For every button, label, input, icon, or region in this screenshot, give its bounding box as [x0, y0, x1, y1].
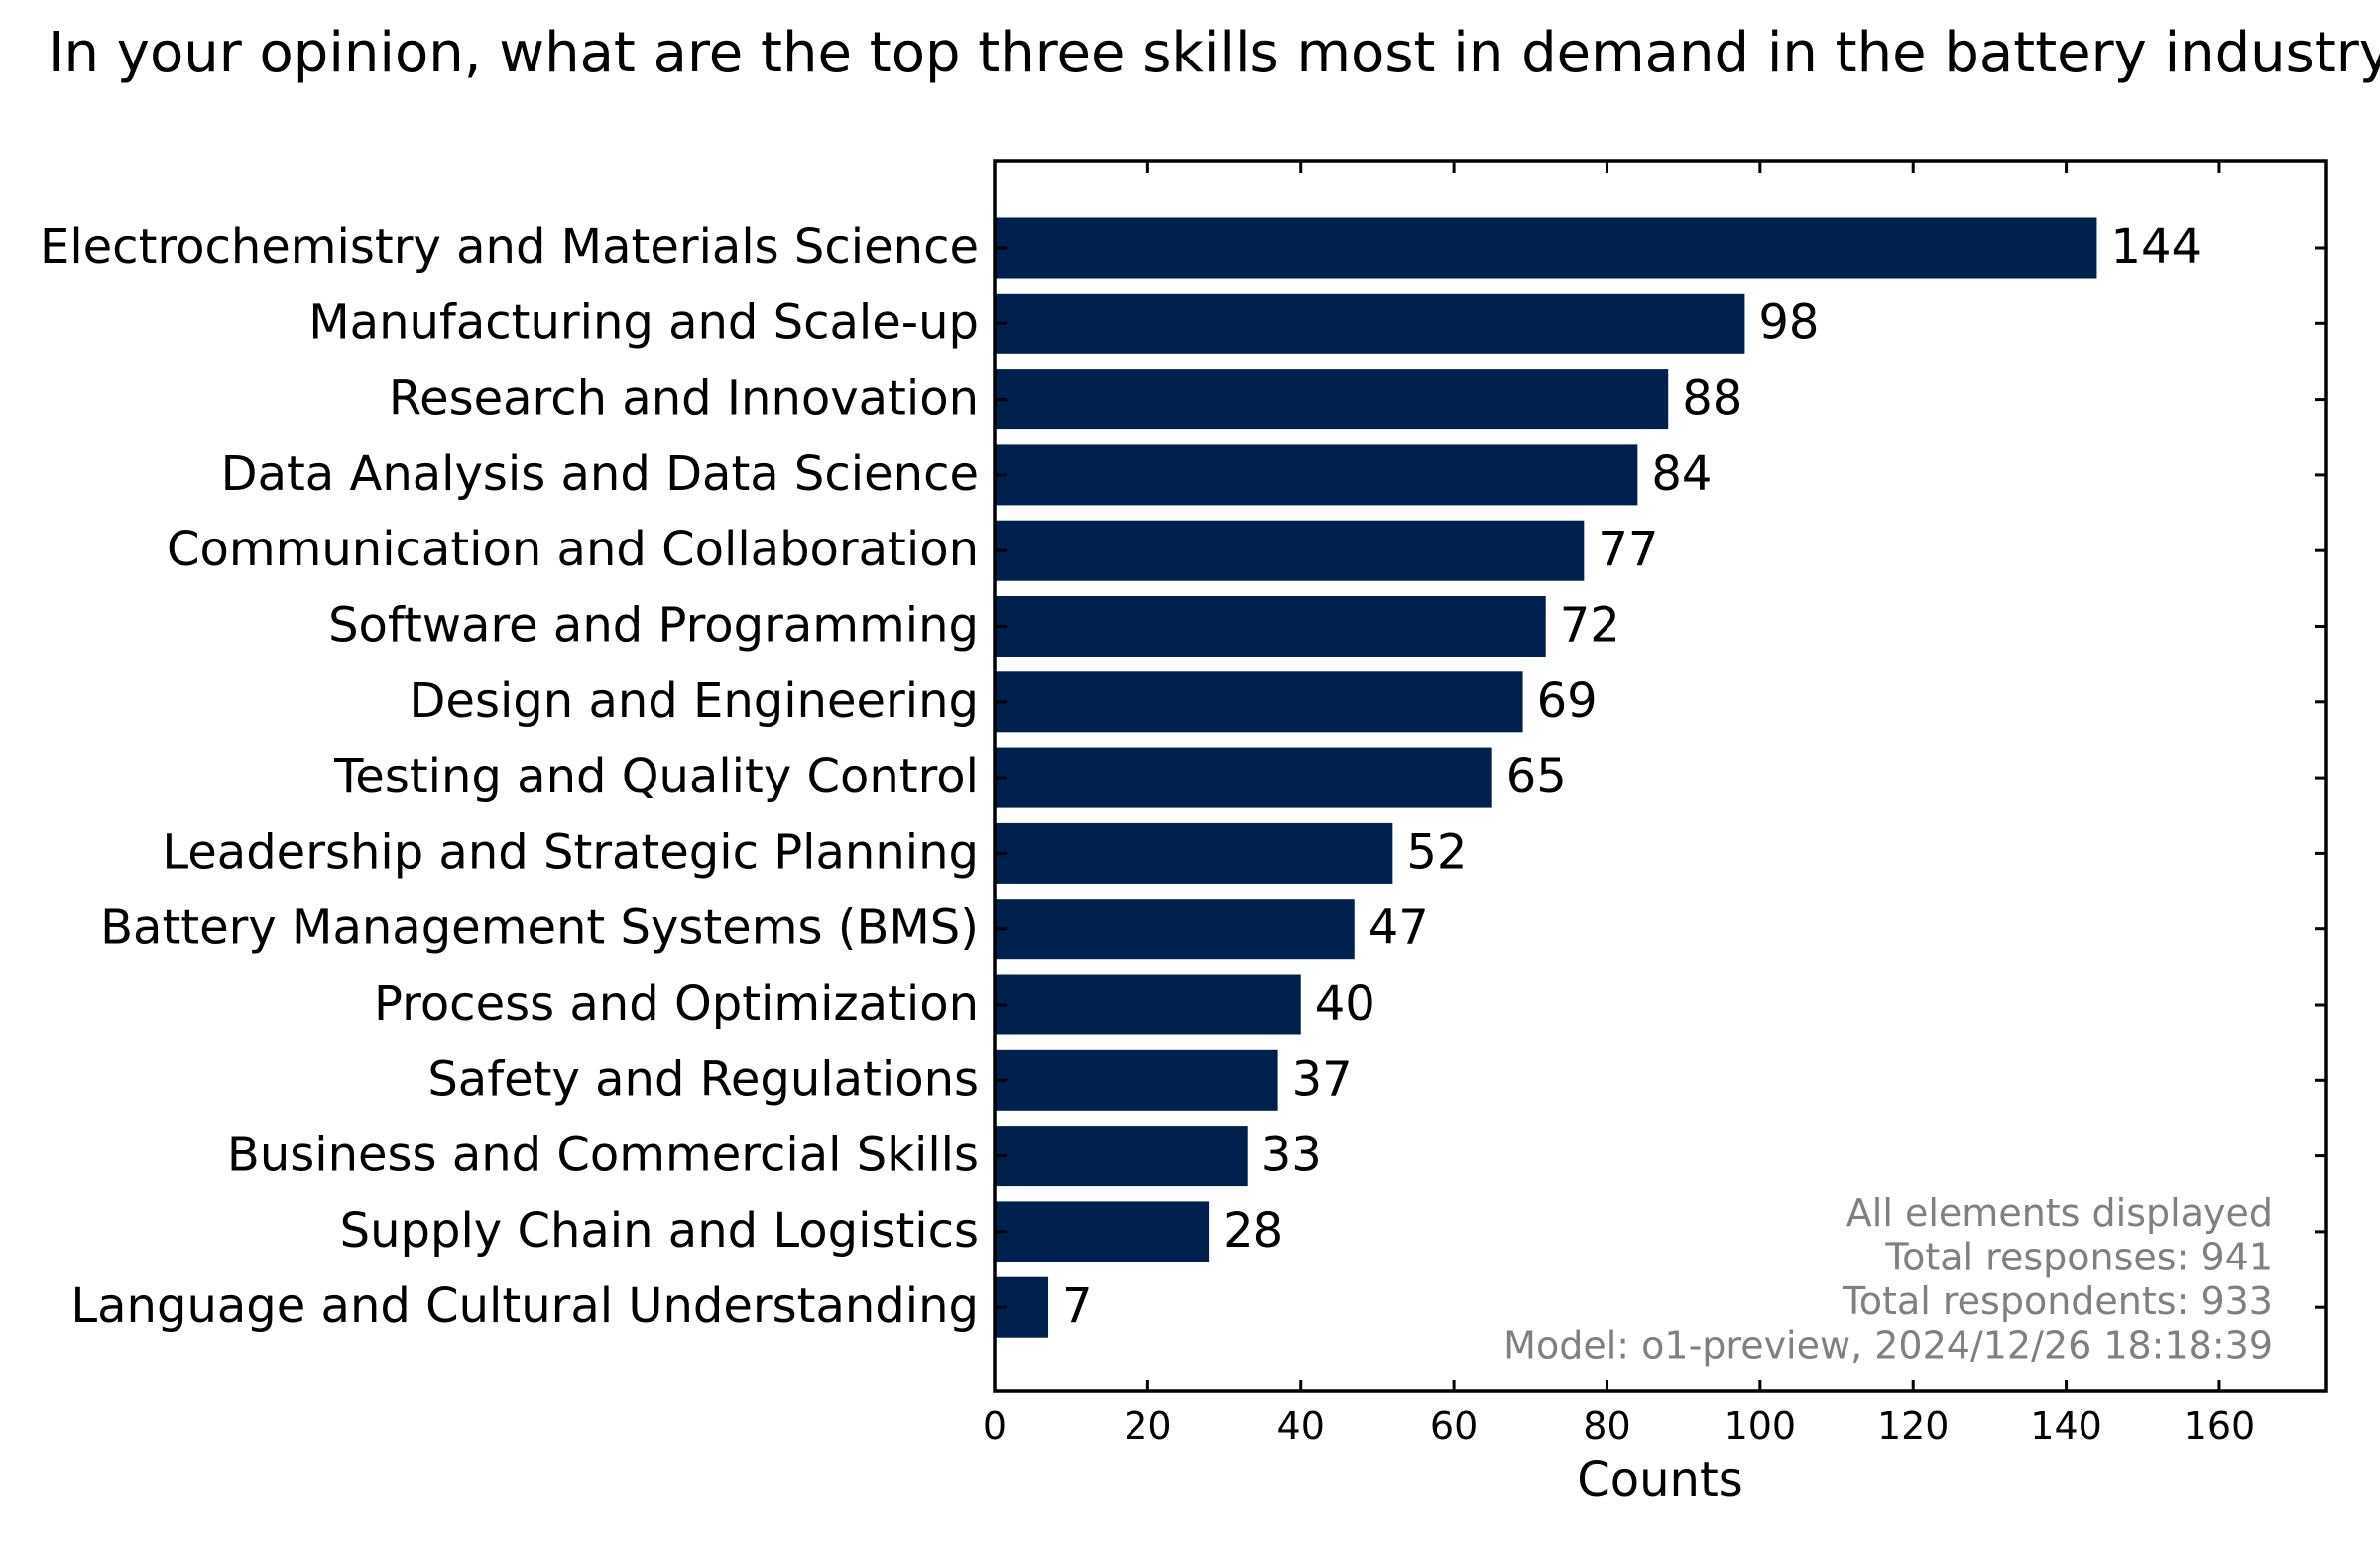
bar [995, 899, 1355, 960]
x-tick-label: 60 [1430, 1404, 1478, 1448]
category-label: Language and Cultural Understanding [70, 1278, 979, 1334]
x-tick-label: 80 [1583, 1404, 1630, 1448]
bar [995, 293, 1745, 354]
chart-title: In your opinion, what are the top three … [48, 21, 2380, 85]
bar [995, 369, 1669, 430]
bar-value-label: 7 [1062, 1278, 1093, 1334]
bar [995, 974, 1301, 1035]
axes-layer: Electrochemistry and Materials Science Ma… [40, 159, 2328, 1448]
category-label: Data Analysis and Data Science [221, 446, 979, 502]
bar-value-label: 37 [1292, 1051, 1353, 1107]
bar [995, 596, 1546, 657]
bar [995, 1049, 1278, 1111]
bar-value-label: 28 [1223, 1203, 1283, 1259]
category-label: Communication and Collaboration [167, 522, 979, 577]
bar-value-label: 69 [1537, 673, 1598, 729]
bar-value-label: 77 [1598, 522, 1658, 577]
bar [995, 671, 1523, 733]
bar [995, 1126, 1248, 1187]
category-label: Safety and Regulations [427, 1051, 979, 1107]
annotation-line: Total respondents: 933 [1842, 1279, 2273, 1323]
bar-value-label: 88 [1682, 371, 1742, 426]
bar [995, 1201, 1210, 1262]
x-tick-label: 20 [1124, 1404, 1171, 1448]
x-tick-label: 140 [2030, 1404, 2102, 1448]
x-tick-label: 120 [1877, 1404, 1950, 1448]
category-label: Supply Chain and Logistics [340, 1203, 979, 1259]
category-label: Business and Commercial Skills [227, 1128, 979, 1183]
x-tick-label: 160 [2184, 1404, 2256, 1448]
annotation-line: All elements displayed [1846, 1191, 2273, 1235]
bar-value-label: 52 [1406, 824, 1467, 880]
bar-value-label: 144 [2110, 219, 2202, 275]
bar [995, 747, 1492, 808]
bar [995, 822, 1393, 884]
plot-frame [993, 159, 2328, 1393]
annotation-line: Total responses: 941 [1884, 1236, 2273, 1279]
category-label: Software and Programming [328, 598, 979, 654]
bar-value-label: 33 [1261, 1128, 1322, 1183]
bar [995, 520, 1585, 581]
bar-value-label: 40 [1315, 976, 1375, 1031]
annotation-line: Model: o1-preview, 2024/12/26 18:18:39 [1503, 1324, 2273, 1368]
category-label: Design and Engineering [409, 673, 979, 729]
bars-layer: 144 98 88 84 77 72 69 65 52 47 40 37 33 28 7 [995, 217, 2202, 1338]
bar-value-label: 47 [1368, 901, 1429, 956]
x-tick-label: 100 [1725, 1404, 1797, 1448]
category-label: Leadership and Strategic Planning [162, 824, 979, 880]
bar [995, 444, 1638, 506]
bar-value-label: 98 [1758, 295, 1819, 350]
bar [995, 217, 2097, 279]
category-label: Manufacturing and Scale-up [308, 295, 979, 350]
bar-value-label: 84 [1651, 446, 1712, 502]
category-label: Process and Optimization [374, 976, 979, 1031]
category-label: Battery Management Systems (BMS) [100, 901, 979, 956]
bar-value-label: 72 [1560, 598, 1620, 654]
category-label: Testing and Quality Control [333, 749, 979, 804]
category-label: Electrochemistry and Materials Science [40, 219, 979, 275]
category-label: Research and Innovation [389, 371, 979, 426]
x-tick-label: 0 [983, 1404, 1007, 1448]
x-tick-label: 40 [1277, 1404, 1325, 1448]
bar-value-label: 65 [1506, 749, 1567, 804]
x-axis-title: Counts [1577, 1452, 1743, 1507]
